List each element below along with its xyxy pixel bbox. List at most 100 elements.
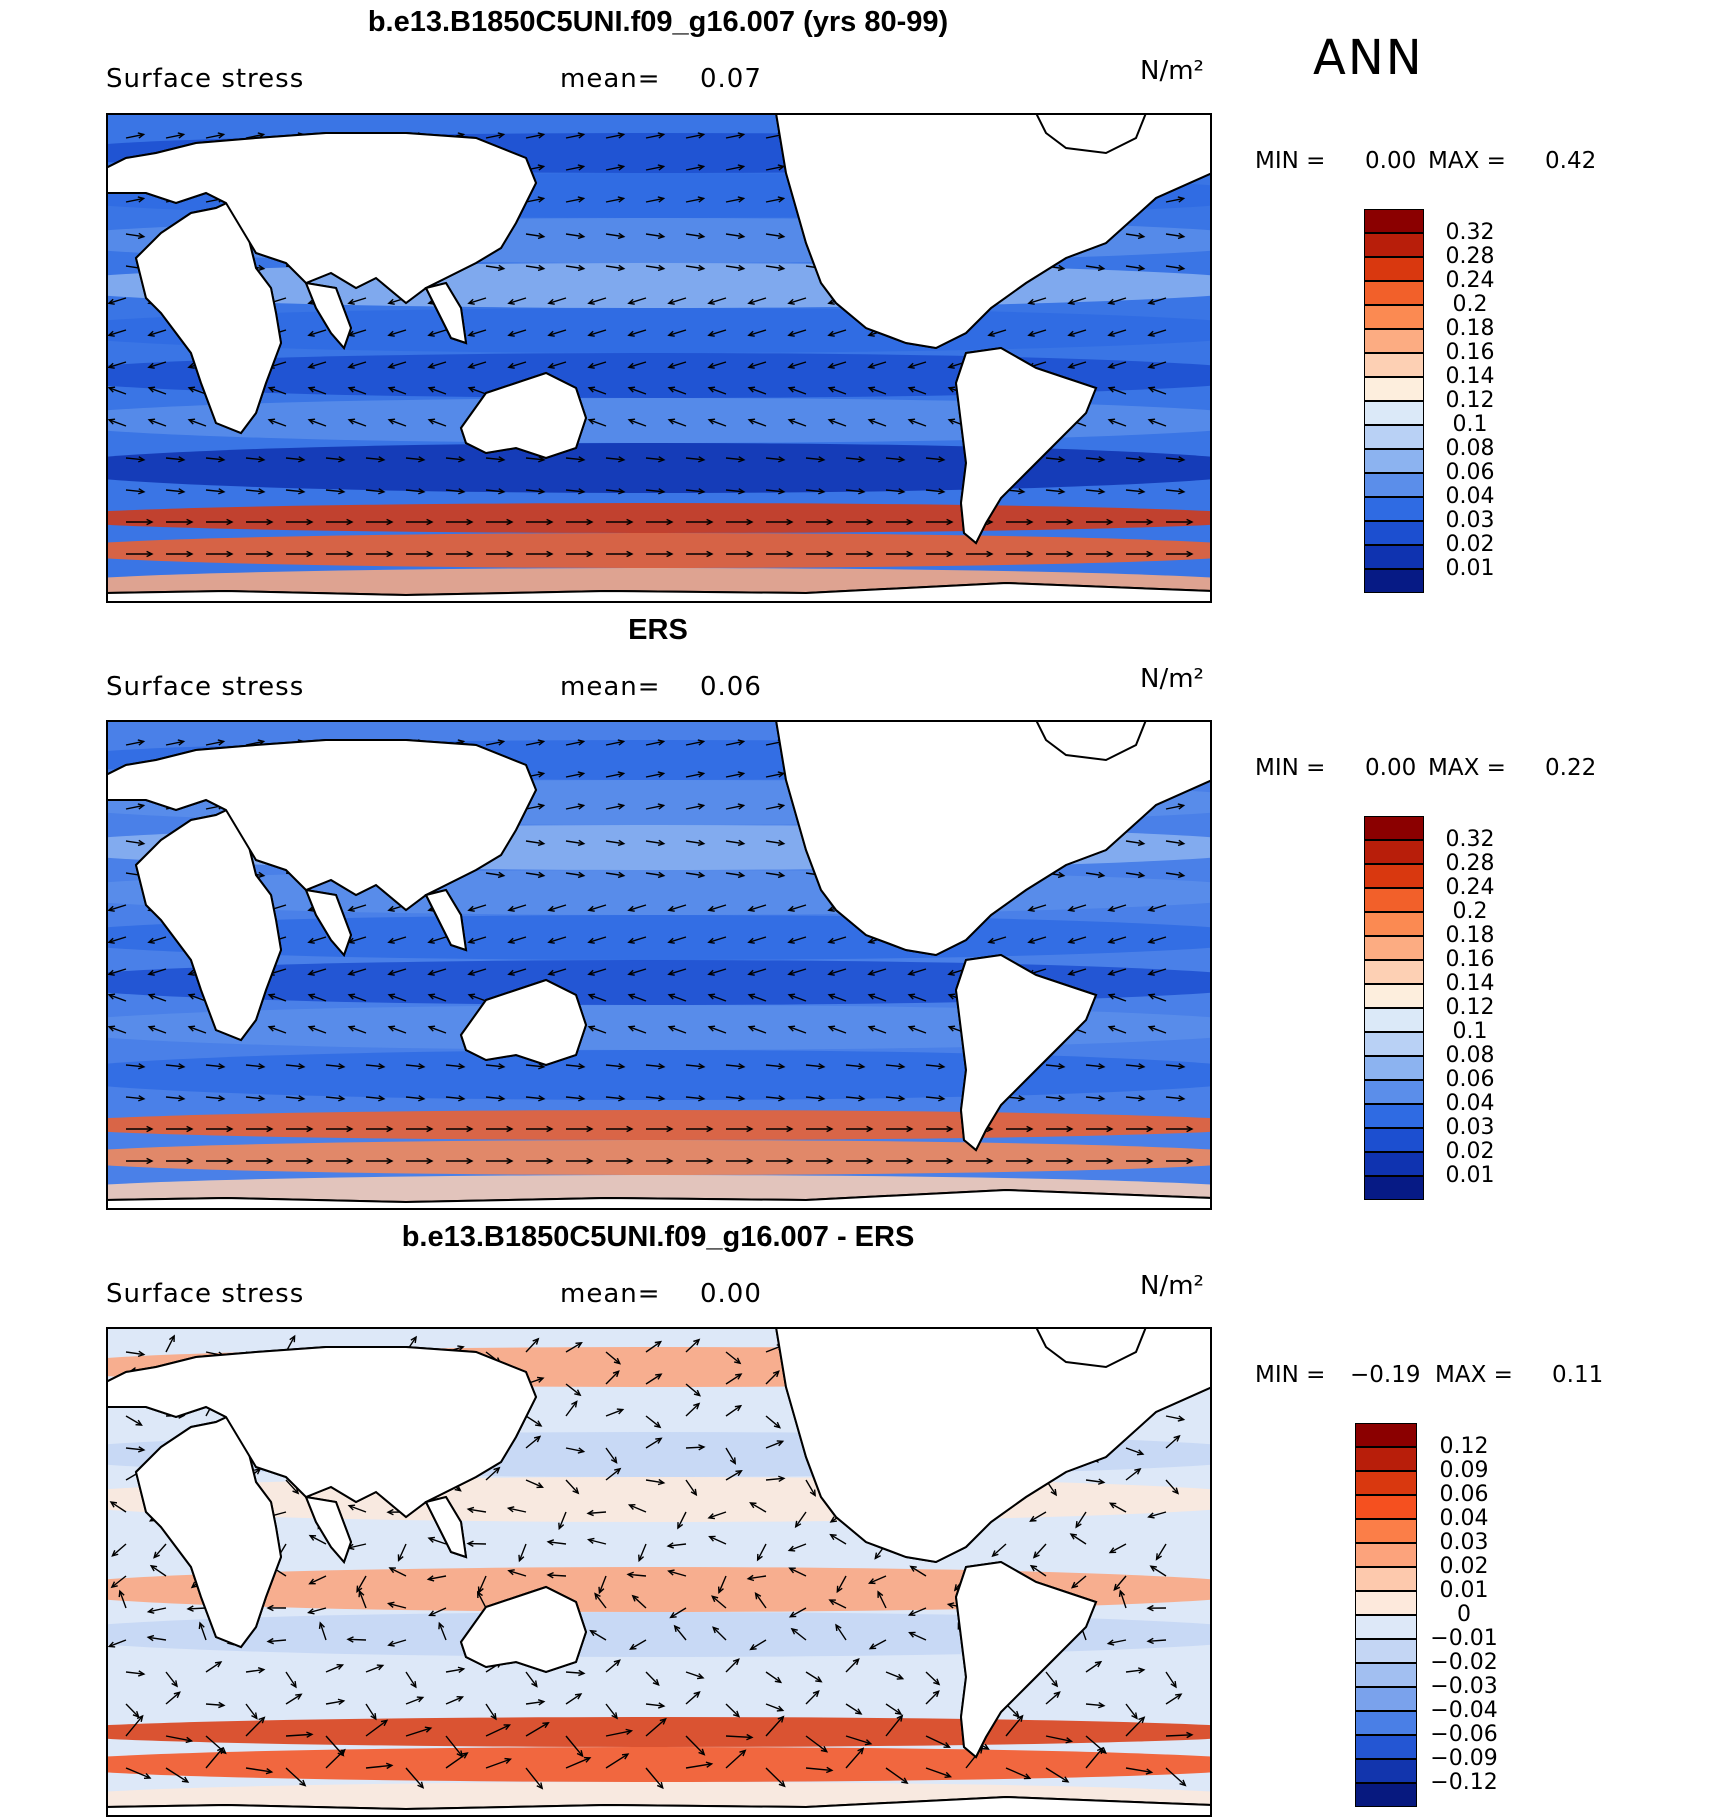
colorbar-tick-label: 0.12 [1445,995,1495,1020]
colorbar-tick-label: −0.03 [1430,1674,1498,1699]
colorbar-segment [1364,425,1424,449]
colorbar-segment [1364,912,1424,936]
colorbar-segment [1355,1687,1417,1711]
colorbar-tick-label: 0.03 [1445,1115,1495,1140]
colorbar-segment [1355,1663,1417,1687]
season-label: ANN [1313,30,1424,86]
colorbar-tick-label: 0.14 [1445,971,1495,996]
colorbar-segment [1364,816,1424,840]
map-frame [106,1327,1212,1817]
panel-2-mean-label: mean= [560,672,661,702]
colorbar-segment [1364,1152,1424,1176]
colorbar-segment [1364,545,1424,569]
colorbar-segment [1364,521,1424,545]
panel-2-units: N/m² [1140,664,1204,694]
colorbar-tick-label: 0.02 [1439,1554,1489,1579]
colorbar-tick-label: 0.08 [1445,436,1495,461]
panel-2-min-value: 0.00 [1365,755,1417,781]
colorbar-tick-label: 0.18 [1445,923,1495,948]
colorbar-segment [1355,1471,1417,1495]
colorbar-segment [1364,377,1424,401]
colorbar-segment [1364,353,1424,377]
colorbar-tick-label: −0.04 [1430,1698,1498,1723]
colorbar-segment [1355,1615,1417,1639]
colorbar-tick-label: 0.04 [1445,1091,1495,1116]
colorbar-tick-label: 0.03 [1439,1530,1489,1555]
colorbar-tick-label: 0.18 [1445,316,1495,341]
colorbar-segment [1364,1104,1424,1128]
colorbar-segment [1364,984,1424,1008]
colorbar-tick-label: 0.02 [1445,532,1495,557]
colorbar-segment [1364,936,1424,960]
panel-2-title: ERS [628,614,688,646]
colorbar-tick-label: 0.02 [1445,1139,1495,1164]
colorbar-tick-label: 0.24 [1445,875,1495,900]
colorbar-segment [1355,1519,1417,1543]
colorbar-tick-label: 0.28 [1445,851,1495,876]
colorbar-segment [1355,1495,1417,1519]
colorbar-tick-label: 0.24 [1445,268,1495,293]
panel-3-min-label: MIN = [1255,1362,1326,1388]
colorbar-segment [1364,1128,1424,1152]
colorbar-tick-label: 0.1 [1452,1019,1488,1044]
colorbar-segment [1364,960,1424,984]
colorbar-segment [1355,1735,1417,1759]
colorbar-tick-label: 0.12 [1439,1434,1489,1459]
panel-3-colorbar: 0.12 0.09 0.06 0.04 0.03 0.02 0.01 0 −0.01 −0.02−… [1355,1423,1537,1807]
colorbar-segment [1364,864,1424,888]
panel-1-min-value: 0.00 [1365,148,1417,174]
colorbar-tick-label: 0.32 [1445,220,1495,245]
colorbar-tick-label: 0.12 [1445,388,1495,413]
colorbar-segment [1364,401,1424,425]
colorbar-segment [1355,1711,1417,1735]
panel-1-variable: Surface stress [106,64,305,94]
map-frame [106,113,1212,603]
colorbar-segment [1364,569,1424,593]
panel-2-colorbar: 0.32 0.28 0.24 0.2 0.18 0.16 0.14 0.12 0.1 0.08 0.… [1364,816,1544,1200]
colorbar-segment [1364,233,1424,257]
colorbar-tick-label: 0.16 [1445,947,1495,972]
panel-3-max-label: MAX = [1435,1362,1513,1388]
colorbar-segment [1355,1639,1417,1663]
colorbar-tick-label: 0.01 [1445,1163,1495,1188]
colorbar-tick-label: 0 [1457,1602,1471,1627]
colorbar-segment [1355,1423,1417,1447]
panel-1-min-label: MIN = [1255,148,1326,174]
colorbar-tick-label: 0.01 [1439,1578,1489,1603]
colorbar-segment [1355,1567,1417,1591]
colorbar-segment [1364,209,1424,233]
colorbar-segment [1364,1056,1424,1080]
colorbar-tick-label: 0.2 [1452,899,1488,924]
colorbar-segment [1364,257,1424,281]
colorbar-tick-label: −0.01 [1430,1626,1498,1651]
colorbar-tick-label: 0.14 [1445,364,1495,389]
colorbar-tick-label: 0.08 [1445,1043,1495,1068]
map-frame [106,720,1212,1210]
panel-3-title: b.e13.B1850C5UNI.f09_g16.007 - ERS [401,1221,915,1253]
colorbar-segment [1364,329,1424,353]
panel-2-variable: Surface stress [106,672,305,702]
panel-3-map [106,1327,1212,1817]
colorbar-tick-label: 0.06 [1439,1482,1489,1507]
panel-2-min-label: MIN = [1255,755,1326,781]
panel-1-units: N/m² [1140,56,1204,86]
colorbar-segment [1364,1032,1424,1056]
colorbar-tick-label: 0.04 [1445,484,1495,509]
colorbar-segment [1364,1080,1424,1104]
panel-3-variable: Surface stress [106,1279,305,1309]
colorbar-segment [1364,281,1424,305]
colorbar-segment [1364,497,1424,521]
colorbar-segment [1355,1591,1417,1615]
colorbar-tick-label: 0.2 [1452,292,1488,317]
panel-3-min-value: −0.19 [1350,1362,1421,1388]
colorbar-tick-label: 0.09 [1439,1458,1489,1483]
panel-1-max-label: MAX = [1428,148,1506,174]
colorbar-segment [1355,1447,1417,1471]
panel-1-mean-value: 0.07 [700,64,762,94]
colorbar-tick-label: 0.01 [1445,556,1495,581]
colorbar-segment [1364,305,1424,329]
colorbar-tick-label: 0.1 [1452,412,1488,437]
panel-1-colorbar: 0.32 0.28 0.24 0.2 0.18 0.16 0.14 0.12 0.1 0.08 0.… [1364,209,1544,593]
panel-3-units: N/m² [1140,1271,1204,1301]
colorbar-tick-label: 0.28 [1445,244,1495,269]
